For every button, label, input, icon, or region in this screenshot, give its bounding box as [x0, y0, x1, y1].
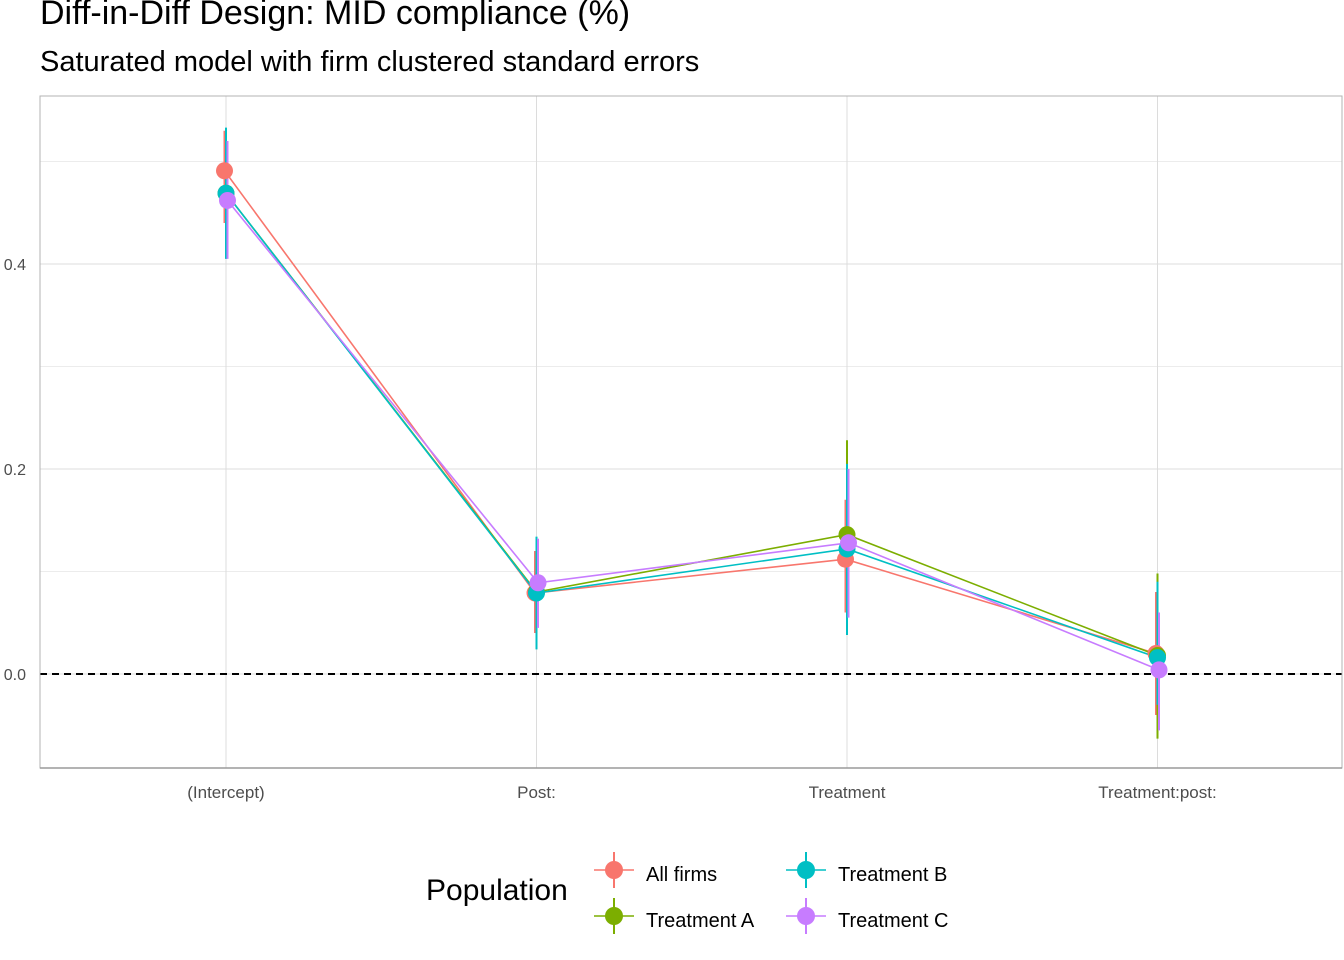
legend-key-icon	[786, 898, 826, 934]
x-tick-label: Treatment:post:	[1098, 783, 1216, 802]
legend-label: All firms	[646, 864, 718, 886]
series-line	[223, 170, 1157, 655]
legend-title: Population	[426, 874, 568, 907]
y-tick-label: 0.4	[4, 257, 26, 274]
y-tick-label: 0.2	[4, 462, 26, 479]
error-bars	[223, 127, 1160, 739]
chart-subtitle: Saturated model with firm clustered stan…	[40, 46, 700, 78]
series-line	[225, 192, 1158, 659]
data-point	[1149, 649, 1166, 667]
data-point	[840, 534, 857, 552]
x-tick-label: Treatment	[809, 783, 886, 802]
series-line	[226, 199, 1160, 671]
x-tick-label: (Intercept)	[187, 783, 264, 802]
legend-label: Treatment B	[838, 864, 948, 886]
legend-label: Treatment C	[838, 910, 949, 932]
data-point	[219, 191, 236, 209]
legend-key-point	[797, 861, 815, 879]
legend-key-point	[605, 907, 623, 925]
data-point	[529, 574, 547, 592]
grid-lines	[40, 96, 1342, 768]
legend-key-point	[797, 907, 815, 925]
data-point	[1150, 661, 1168, 679]
data-point	[216, 162, 233, 180]
legend-key-icon	[594, 898, 634, 934]
y-tick-label: 0.0	[4, 667, 26, 684]
chart-canvas: 0.0 0.2 0.4 (Intercept) Post: Treatment Treatm…	[4, 95, 1343, 802]
legend-label: Treatment A	[646, 910, 755, 932]
axes: 0.0 0.2 0.4 (Intercept) Post: Treatment Treatm…	[4, 95, 1343, 802]
data-points	[216, 162, 1168, 679]
legend-key-point	[605, 861, 623, 879]
legend-key-icon	[594, 852, 634, 888]
chart-title: Diff-in-Diff Design: MID compliance (%)	[40, 0, 631, 32]
x-tick-label: Post:	[517, 783, 556, 802]
series-lines	[223, 170, 1160, 671]
plot-panel-border	[39, 95, 1343, 769]
series-line	[225, 192, 1158, 657]
legend-key-icon	[786, 852, 826, 888]
